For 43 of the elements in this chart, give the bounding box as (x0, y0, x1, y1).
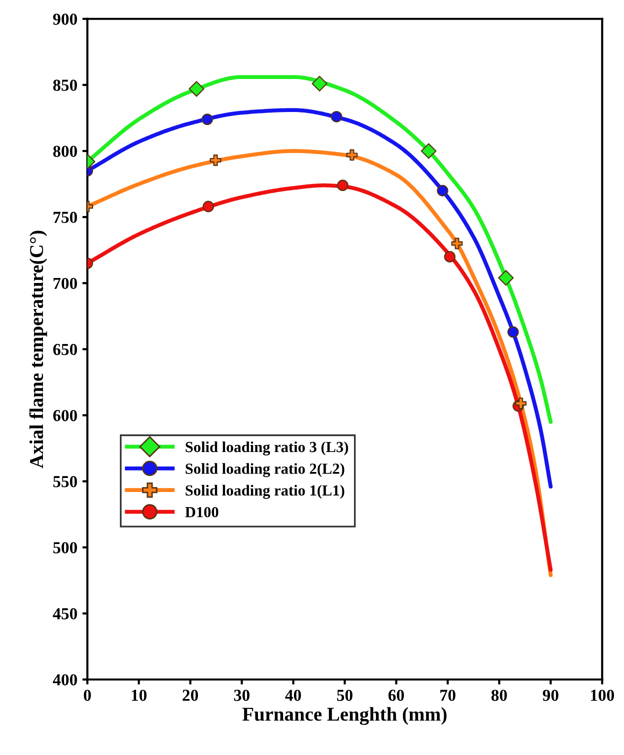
point (420, 143, 437, 159)
y-tick-label: 750 (54, 212, 77, 224)
point (346, 149, 358, 161)
x-tick-label: 20 (182, 690, 198, 701)
point (436, 184, 448, 196)
point (330, 110, 342, 122)
point (312, 76, 328, 92)
x-tick-label: 30 (234, 690, 250, 701)
y-tick-label: 850 (53, 80, 77, 91)
x-tick-label: 70 (440, 690, 456, 701)
point (451, 238, 463, 250)
x-tick-label: 0 (84, 690, 91, 701)
point (202, 114, 214, 125)
legend-label: Solid loading ratio 1(L1) (186, 484, 344, 499)
y-tick-label: 900 (53, 14, 77, 25)
legend-label: Solid loading ratio 2(L2) (186, 463, 344, 478)
y-tick-label: 550 (53, 476, 77, 488)
y-tick-label: 600 (53, 410, 77, 422)
point (336, 180, 348, 192)
x-tick-label: 80 (491, 690, 507, 701)
y-tick-label: 400 (52, 674, 77, 686)
point (515, 398, 527, 410)
x-tick-label: 10 (132, 690, 147, 701)
x-tick-label: 40 (285, 690, 301, 701)
y-axis-title: Axial flame temperature(C°) (29, 230, 48, 468)
x-tick-label: 90 (542, 690, 558, 701)
point (202, 200, 214, 212)
point (444, 250, 456, 262)
x-tick-label: 50 (337, 690, 352, 701)
point (498, 270, 514, 286)
y-tick-label: 800 (53, 146, 77, 157)
y-tick-label: 650 (53, 344, 77, 356)
point (507, 326, 519, 338)
y-tick-label: 700 (54, 278, 77, 290)
y-tick-label: 500 (53, 542, 77, 554)
legend-label: D100 (185, 507, 218, 518)
y-tick-label: 450 (52, 608, 77, 620)
x-tick-label: 60 (388, 690, 404, 701)
x-tick-label: 100 (590, 690, 614, 701)
point (188, 81, 204, 97)
x-axis-title: Furnance Lenghth (mm) (242, 707, 447, 725)
point (210, 154, 222, 166)
legend-label: Solid loading ratio 3 (L3) (186, 441, 348, 456)
